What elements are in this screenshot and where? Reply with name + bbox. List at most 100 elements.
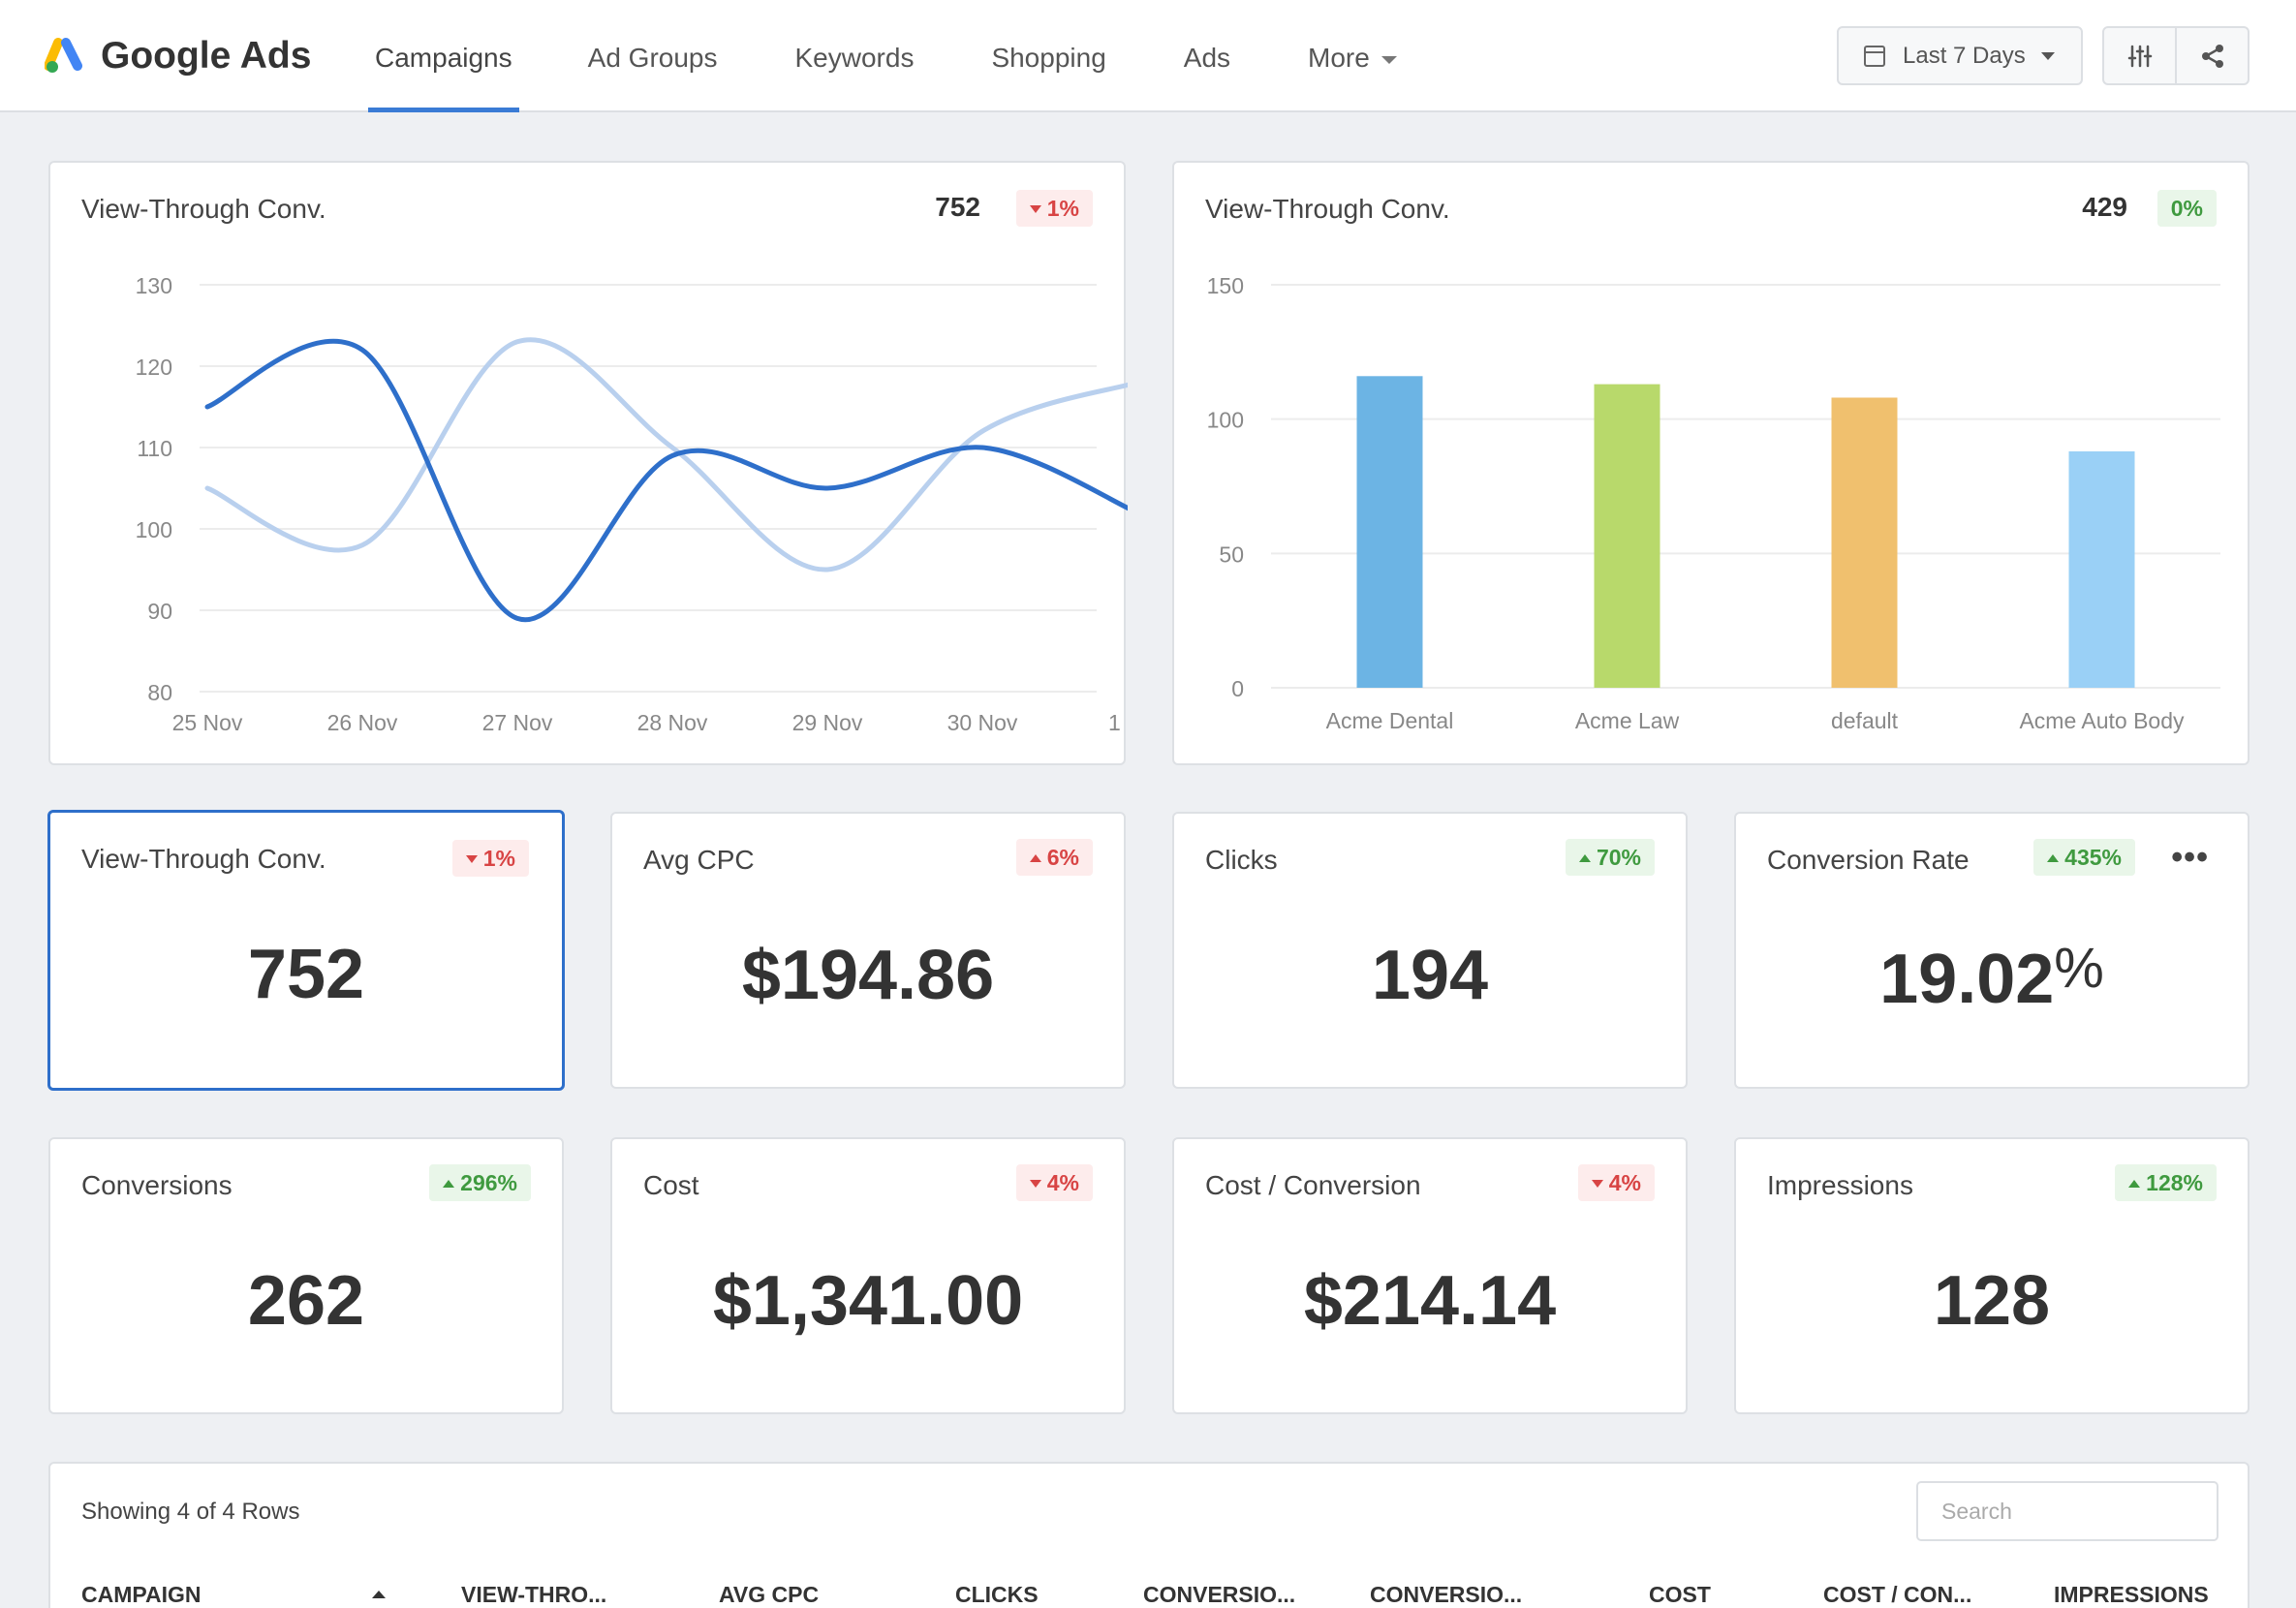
change-badge: 4%	[1015, 1164, 1093, 1201]
sort-ascending-icon	[371, 1591, 386, 1598]
x-tick-label: 26 Nov	[327, 710, 398, 735]
change-value: 296%	[460, 1170, 517, 1195]
tab-label: Ads	[1183, 43, 1231, 73]
metric-value: 194	[1371, 937, 1489, 1014]
tab-keywords[interactable]: Keywords	[769, 0, 941, 112]
column-header-view-through[interactable]: VIEW-THRO...	[461, 1582, 606, 1608]
line-chart-card: View-Through Conv. 752 1% 130 120 110 100 90…	[48, 161, 1128, 765]
series-line-2	[204, 337, 1128, 572]
tab-more[interactable]: More	[1282, 0, 1423, 112]
tab-label: More	[1308, 43, 1370, 73]
column-header-campaign[interactable]: CAMPAIGN	[81, 1582, 386, 1608]
metric-unit: %	[2054, 937, 2104, 1000]
metric-card-conversion-rate[interactable]: Conversion Rate 435% ••• 19.02%	[1734, 812, 2249, 1089]
tab-label: Campaigns	[375, 43, 512, 73]
chart-title: View-Through Conv.	[1205, 194, 1450, 224]
bar	[2068, 450, 2135, 688]
column-header-cost-per-conversion[interactable]: COST / CON...	[1823, 1582, 1971, 1608]
calendar-icon	[1864, 45, 1885, 67]
change-badge: 4%	[1577, 1164, 1655, 1201]
y-tick-label: 110	[137, 436, 172, 461]
series-line-1	[204, 338, 1128, 623]
change-value: 1%	[482, 846, 515, 871]
bar	[1594, 384, 1660, 688]
arrow-up-icon	[1029, 854, 1041, 862]
change-value: 1%	[1046, 196, 1079, 221]
date-range-button[interactable]: Last 7 Days	[1837, 26, 2083, 85]
arrow-up-icon	[443, 1180, 455, 1188]
metric-card-cost[interactable]: Cost 4% $1,341.00	[610, 1137, 1126, 1414]
change-badge: 6%	[1015, 839, 1093, 876]
y-tick-label: 120	[136, 355, 172, 380]
sliders-icon	[2127, 45, 2152, 67]
change-value: 128%	[2146, 1170, 2203, 1195]
column-header-conversions[interactable]: CONVERSIO...	[1143, 1582, 1295, 1608]
toolbar-icon-group	[2102, 26, 2249, 85]
metric-number: 19.02	[1879, 941, 2055, 1018]
metric-title: Cost	[643, 1170, 699, 1200]
arrow-up-icon	[2047, 854, 2060, 862]
arrow-down-icon	[1029, 205, 1041, 213]
column-label: CAMPAIGN	[81, 1582, 202, 1607]
metric-card-clicks[interactable]: Clicks 70% 194	[1172, 812, 1688, 1089]
metric-value: $194.86	[741, 937, 995, 1014]
tab-campaigns[interactable]: Campaigns	[349, 0, 539, 112]
search-input[interactable]	[1916, 1481, 2218, 1541]
column-header-cost[interactable]: COST	[1649, 1582, 1711, 1608]
column-label: AVG CPC	[719, 1582, 820, 1607]
y-tick-label: 80	[147, 680, 172, 705]
column-label: CLICKS	[955, 1582, 1039, 1607]
metric-card-impressions[interactable]: Impressions 128% 128	[1734, 1137, 2249, 1414]
arrow-down-icon	[1029, 1180, 1041, 1188]
y-tick-label: 50	[1219, 541, 1244, 567]
arrow-down-icon	[1591, 1180, 1603, 1188]
chart-total: 429	[2082, 192, 2127, 222]
metric-card-view-through-conv[interactable]: View-Through Conv. 1% 752	[47, 810, 565, 1091]
metric-card-avg-cpc[interactable]: Avg CPC 6% $194.86	[610, 812, 1126, 1089]
metric-card-cost-per-conversion[interactable]: Cost / Conversion 4% $214.14	[1172, 1137, 1688, 1414]
tab-label: Shopping	[991, 43, 1106, 73]
change-value: 6%	[1046, 845, 1079, 870]
more-options-icon[interactable]: •••	[2171, 839, 2209, 876]
tab-ads[interactable]: Ads	[1158, 0, 1257, 112]
change-value: 0%	[2170, 196, 2203, 221]
x-tick-label: Acme Auto Body	[2019, 708, 2185, 733]
column-header-impressions[interactable]: IMPRESSIONS	[2054, 1582, 2209, 1608]
metric-title: Conversions	[81, 1170, 233, 1200]
brand[interactable]: Google Ads	[45, 33, 311, 79]
metric-value: 262	[247, 1262, 365, 1340]
bar-chart-card: View-Through Conv. 429 0% 150 100 50 0 Acme …	[1172, 161, 2249, 765]
y-tick-label: 0	[1231, 676, 1244, 701]
share-button[interactable]	[2175, 28, 2248, 83]
x-tick-label: 30 Nov	[947, 710, 1018, 735]
change-badge: 0%	[2156, 190, 2217, 227]
bar	[1356, 376, 1423, 688]
column-header-avg-cpc[interactable]: AVG CPC	[719, 1582, 819, 1608]
metric-value: 19.02%	[1736, 936, 2248, 1019]
column-header-clicks[interactable]: CLICKS	[955, 1582, 1039, 1608]
change-badge: 128%	[2115, 1164, 2217, 1201]
column-header-conversion-rate[interactable]: CONVERSIO...	[1370, 1582, 1522, 1608]
x-tick-label: Acme Law	[1575, 708, 1680, 733]
chevron-down-icon	[2040, 51, 2055, 60]
change-value: 4%	[1608, 1170, 1641, 1195]
bar	[1831, 397, 1898, 688]
column-label: VIEW-THRO...	[461, 1582, 607, 1607]
arrow-down-icon	[465, 855, 478, 863]
filter-button[interactable]	[2104, 28, 2175, 83]
google-ads-logo-icon	[45, 38, 82, 73]
metric-title: Clicks	[1205, 845, 1278, 875]
top-bar: Google Ads Campaigns Ad Groups Keywords …	[0, 0, 2296, 112]
column-label: COST	[1649, 1582, 1711, 1607]
tab-ad-groups[interactable]: Ad Groups	[562, 0, 744, 112]
x-tick-label: 25 Nov	[172, 710, 243, 735]
metric-card-conversions[interactable]: Conversions 296% 262	[48, 1137, 564, 1414]
metric-title: Impressions	[1767, 1170, 1913, 1200]
metric-value: 128	[1933, 1262, 2051, 1340]
column-label: CONVERSIO...	[1143, 1582, 1296, 1607]
arrow-up-icon	[1578, 854, 1591, 862]
change-badge: 70%	[1565, 839, 1655, 876]
metric-value: $1,341.00	[712, 1262, 1024, 1340]
metric-title: Avg CPC	[643, 845, 755, 875]
tab-shopping[interactable]: Shopping	[965, 0, 1132, 112]
